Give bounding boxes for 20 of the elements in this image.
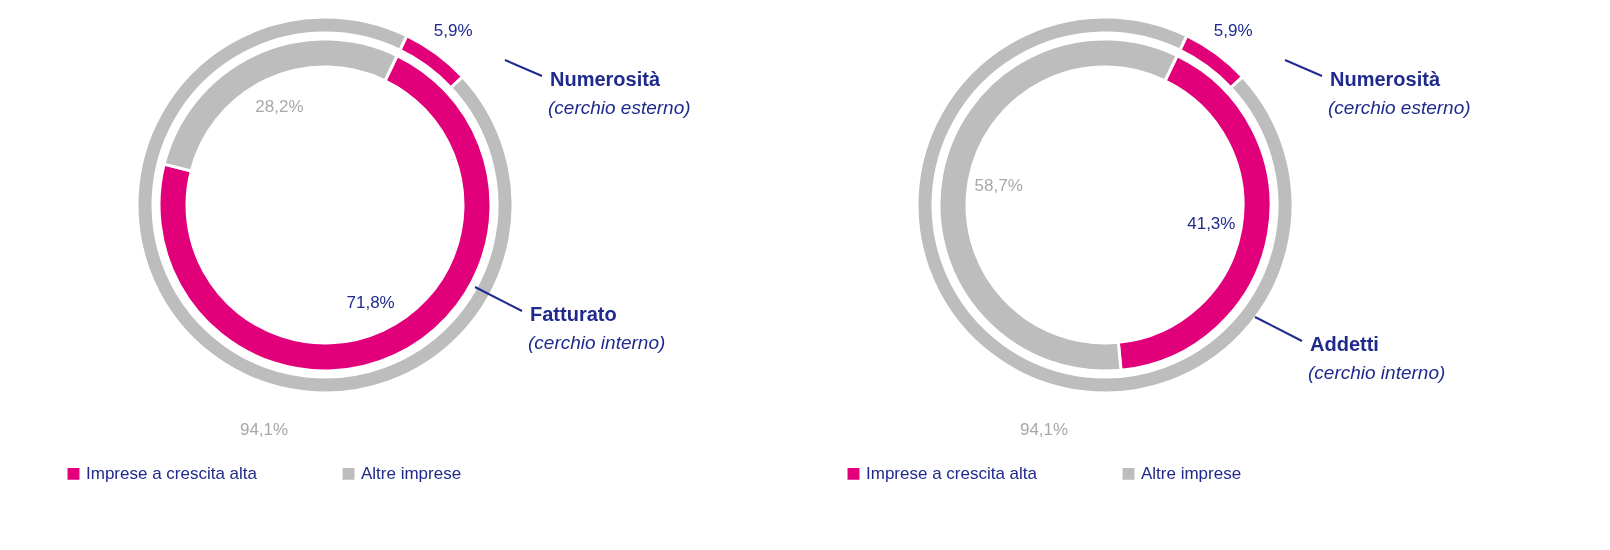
- data-label: 94,1%: [1019, 419, 1069, 439]
- legend-label: Altre imprese: [1141, 463, 1242, 483]
- text: (cerchio interno): [528, 332, 666, 353]
- data-label: 28,2%: [255, 97, 304, 117]
- text: (cerchio esterno): [1328, 97, 1471, 118]
- data-label: 5,9%: [1213, 21, 1253, 41]
- text: (cerchio interno): [1308, 362, 1446, 383]
- data-label: 94,1%: [239, 419, 289, 439]
- data-label: 5,9%: [433, 21, 473, 41]
- legend-label: Imprese a crescita alta: [866, 463, 1038, 483]
- legend-label: Altre imprese: [361, 463, 462, 483]
- legend-label: Imprese a crescita alta: [86, 463, 258, 483]
- text: Numerosità: [550, 68, 661, 90]
- text: Numerosità: [1330, 68, 1441, 90]
- text: Addetti: [1310, 333, 1379, 355]
- data-label: 71,8%: [346, 292, 395, 312]
- data-label: 41,3%: [1187, 213, 1236, 233]
- text: (cerchio esterno): [548, 97, 691, 118]
- data-label: 58,7%: [974, 176, 1023, 196]
- text: Fatturato: [530, 303, 617, 325]
